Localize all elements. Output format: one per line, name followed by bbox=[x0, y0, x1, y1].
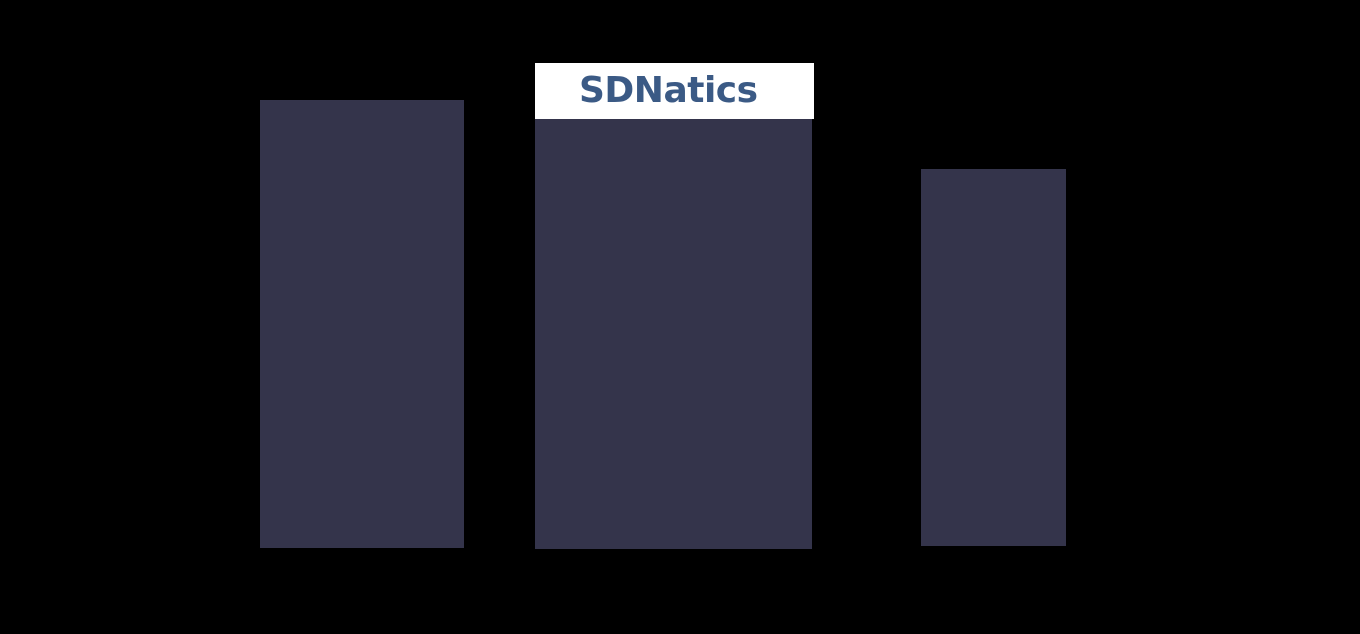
panel-center bbox=[535, 119, 812, 549]
logo-text: SDNatics bbox=[579, 70, 758, 111]
panel-right bbox=[921, 169, 1066, 546]
logo-box: SDNatics bbox=[535, 63, 814, 119]
panel-left bbox=[260, 100, 464, 548]
